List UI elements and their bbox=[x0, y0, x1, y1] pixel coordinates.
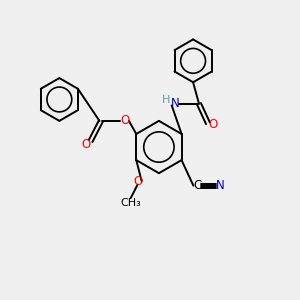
Text: O: O bbox=[120, 114, 129, 128]
Text: N: N bbox=[215, 179, 224, 192]
Text: C: C bbox=[194, 179, 202, 192]
Text: CH₃: CH₃ bbox=[120, 199, 141, 208]
Text: O: O bbox=[133, 175, 142, 188]
Text: O: O bbox=[81, 138, 90, 151]
Text: N: N bbox=[171, 98, 180, 110]
Text: H: H bbox=[162, 95, 170, 105]
Text: O: O bbox=[208, 118, 217, 131]
